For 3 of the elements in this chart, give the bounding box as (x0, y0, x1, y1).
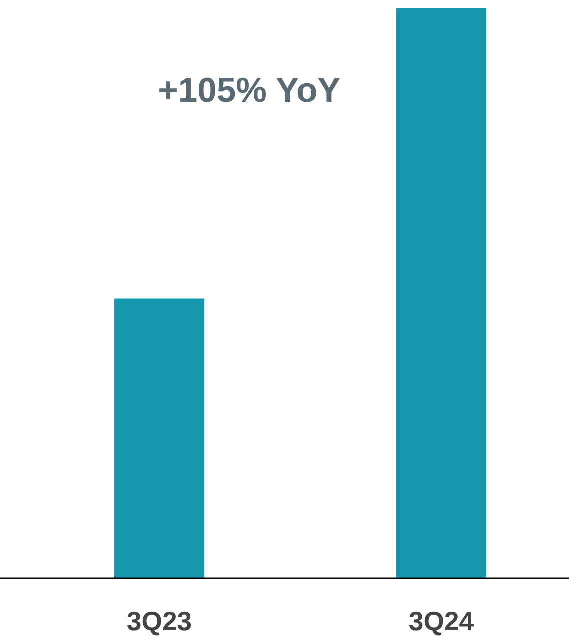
annotation: +105% YoY (158, 72, 341, 110)
x-tick-label: 3Q23 (126, 606, 192, 636)
x-tick-label: 3Q24 (408, 606, 474, 636)
